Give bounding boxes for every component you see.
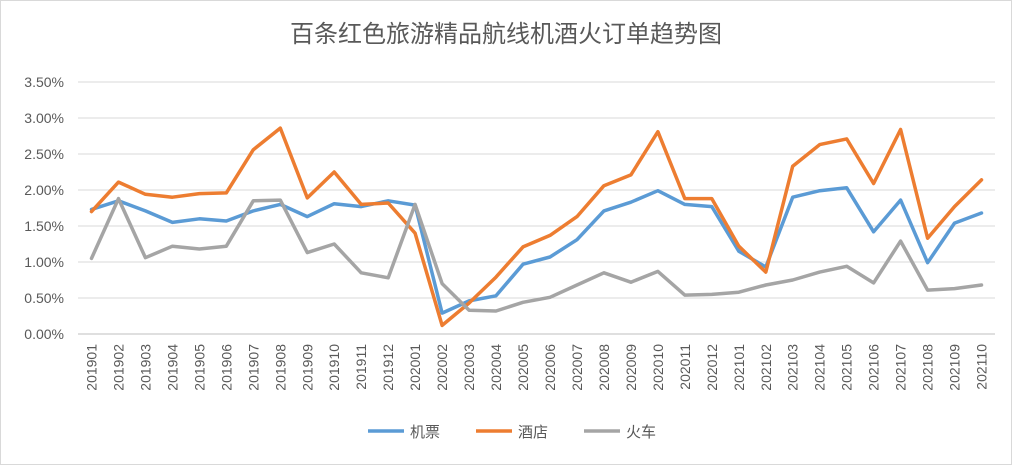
x-tick-label: 202002 xyxy=(434,344,450,391)
x-tick-label: 202012 xyxy=(704,344,720,391)
x-axis-ticks: 201901 201902 201903 201904 201905 201906 2019… xyxy=(83,344,989,391)
x-tick-label: 202005 xyxy=(515,344,531,391)
y-tick-label: 0.00% xyxy=(24,326,64,342)
legend-label: 火车 xyxy=(626,423,656,441)
legend-item-2: 火车 xyxy=(584,423,656,441)
series-line-0 xyxy=(89,186,984,315)
y-axis-ticks: 0.00% 0.50% 1.00% 1.50% 2.00% 2.50% 3.00% 3.50% xyxy=(24,74,64,342)
legend-label: 机票 xyxy=(410,423,440,441)
series-lines xyxy=(89,126,984,328)
x-tick-label: 202104 xyxy=(812,344,828,391)
x-tick-label: 202108 xyxy=(920,344,936,391)
x-tick-label: 201911 xyxy=(353,344,369,390)
x-tick-label: 202103 xyxy=(785,344,801,391)
x-tick-label: 202105 xyxy=(839,344,855,391)
x-tick-label: 202010 xyxy=(650,344,666,391)
series-line-2 xyxy=(89,196,984,313)
x-tick-label: 201912 xyxy=(380,344,396,391)
y-tick-label: 1.50% xyxy=(24,218,64,234)
chart-title: 百条红色旅游精品航线机酒火订单趋势图 xyxy=(290,20,722,48)
y-tick-label: 0.50% xyxy=(24,290,64,306)
x-tick-label: 201907 xyxy=(245,344,261,391)
x-tick-label: 202009 xyxy=(623,344,639,391)
x-tick-label: 202109 xyxy=(947,344,963,391)
x-tick-label: 202011 xyxy=(677,344,693,390)
x-tick-label: 201906 xyxy=(218,344,234,391)
y-tick-label: 3.50% xyxy=(24,74,64,90)
x-tick-label: 202106 xyxy=(866,344,882,391)
x-tick-label: 202007 xyxy=(569,344,585,391)
x-tick-label: 202003 xyxy=(461,344,477,391)
x-tick-label: 201910 xyxy=(326,344,342,391)
x-tick-label: 202008 xyxy=(596,344,612,391)
y-tick-label: 1.00% xyxy=(24,254,64,270)
x-tick-label: 202004 xyxy=(488,344,504,391)
x-tick-label: 202110 xyxy=(974,344,990,390)
x-tick-label: 202101 xyxy=(731,344,747,391)
gridlines xyxy=(78,81,995,335)
x-tick-label: 201905 xyxy=(191,344,207,391)
y-tick-label: 2.00% xyxy=(24,182,64,198)
x-tick-label: 202107 xyxy=(893,344,909,391)
x-tick-label: 201909 xyxy=(299,344,315,391)
series-line-1 xyxy=(89,126,984,328)
x-tick-label: 202102 xyxy=(758,344,774,391)
x-tick-label: 202006 xyxy=(542,344,558,391)
legend-label: 酒店 xyxy=(518,423,548,441)
y-tick-label: 2.50% xyxy=(24,146,64,162)
legend: 机票 酒店 火车 xyxy=(368,423,656,441)
legend-item-0: 机票 xyxy=(368,423,440,441)
x-tick-label: 201901 xyxy=(83,344,99,391)
y-tick-label: 3.00% xyxy=(24,110,64,126)
x-tick-label: 201908 xyxy=(272,344,288,391)
legend-item-1: 酒店 xyxy=(476,423,548,441)
x-tick-label: 201904 xyxy=(164,344,180,391)
x-tick-label: 202001 xyxy=(407,344,423,391)
x-tick-label: 201903 xyxy=(137,344,153,391)
x-tick-label: 201902 xyxy=(110,344,126,391)
